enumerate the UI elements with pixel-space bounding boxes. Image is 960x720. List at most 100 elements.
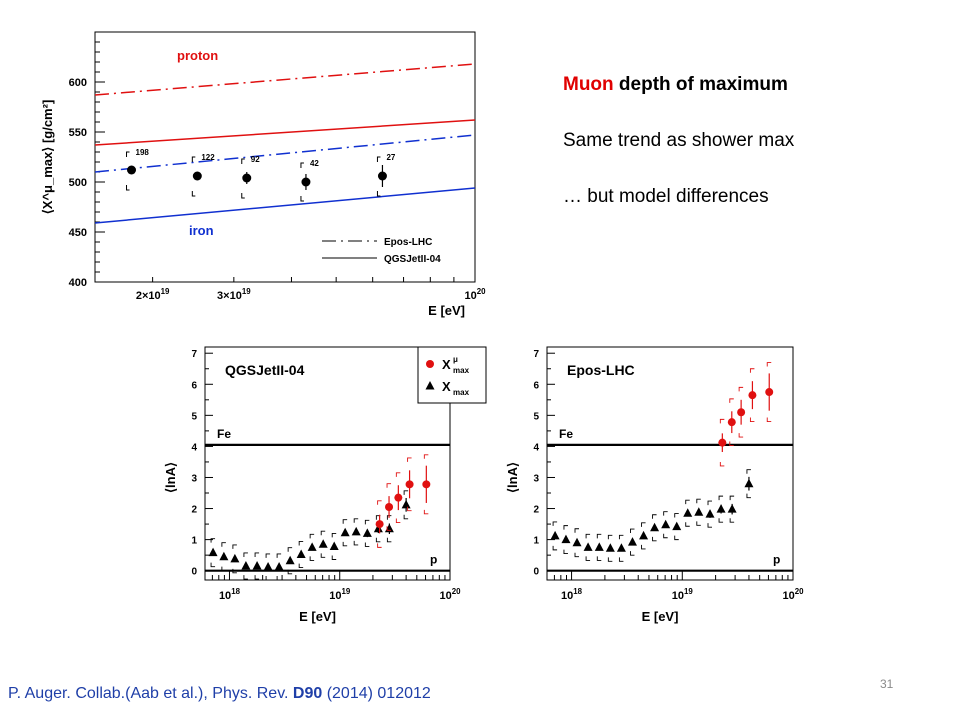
xmax-point: [285, 555, 295, 565]
sys-bracket-top: [265, 553, 271, 558]
sys-bracket-bottom: [386, 537, 392, 543]
sys-bracket-bottom: [749, 417, 755, 423]
sys-bracket-bottom: [265, 576, 271, 581]
xmax-point: [318, 539, 328, 548]
x-tick-label-exponent: 20: [477, 287, 486, 296]
x-tick-label-exponent: 18: [231, 587, 240, 596]
sys-bracket-bottom: [685, 522, 690, 527]
plot-frame: [546, 346, 794, 581]
sys-bracket-top: [191, 156, 196, 162]
y-tick-label: 2: [191, 505, 197, 516]
x-axis-label: E [eV]: [642, 609, 679, 624]
y-tick-label: 7: [191, 349, 197, 360]
xmax-mu-point: [375, 520, 384, 529]
xmax-point: [373, 523, 383, 533]
sys-bracket-bottom: [729, 441, 734, 446]
xmax-point: [340, 527, 350, 537]
y-tick-label: 6: [191, 380, 197, 391]
sys-bracket-top: [729, 398, 734, 403]
sys-bracket-top: [607, 534, 613, 540]
x-tick-label: 1020: [439, 587, 461, 602]
event-count: 122: [201, 153, 215, 162]
sys-bracket-top: [386, 515, 392, 520]
xmax-point: [672, 521, 682, 531]
plot-frame: [94, 31, 476, 283]
x-tick-label-mantissa: 10: [464, 290, 476, 302]
citation-volume: D90: [292, 685, 323, 702]
sys-bracket-bottom: [674, 535, 679, 541]
xmax-point: [583, 542, 593, 551]
y-tick-label: 5: [191, 411, 197, 422]
sys-bracket-top: [403, 490, 409, 495]
sys-bracket-bottom: [395, 518, 401, 523]
sys-bracket-top: [221, 542, 226, 547]
sys-bracket-bottom: [377, 543, 382, 548]
model-line-proton-dash-dot: [94, 63, 476, 96]
sys-bracket-top: [331, 532, 337, 538]
event-count: 92: [251, 155, 260, 164]
x-tick-label-mantissa: 10: [219, 590, 231, 602]
reference-label-p: p: [430, 553, 437, 567]
y-tick-label: 4: [191, 442, 197, 453]
legend-label-base: X: [442, 379, 451, 394]
xmax-mu-point: [718, 438, 727, 447]
event-count: 42: [310, 159, 319, 168]
sys-bracket-top: [563, 525, 568, 530]
proton-label: proton: [177, 48, 218, 63]
sys-bracket-top: [738, 386, 744, 392]
sys-bracket-bottom: [287, 569, 293, 575]
sys-bracket-top: [663, 511, 668, 516]
data-point: [192, 171, 202, 181]
sys-bracket-bottom: [375, 537, 381, 543]
sys-bracket-bottom: [407, 506, 412, 512]
xmax-point: [208, 547, 218, 557]
x-tick-label-exponent: 18: [573, 587, 582, 596]
x-tick-label-exponent: 19: [161, 287, 170, 296]
legend-marker-circle: [426, 360, 434, 368]
citation-prefix: P. Auger. Collab.(Aab et al.), Phys. Rev…: [8, 685, 293, 702]
reference-label-Fe: Fe: [559, 427, 573, 441]
xmax-point: [605, 543, 615, 552]
sys-bracket-bottom: [607, 557, 613, 562]
x-tick-label: 2×1019: [136, 287, 170, 302]
sys-bracket-top: [696, 498, 701, 504]
x-tick-label-mantissa: 2×10: [136, 290, 161, 302]
sys-bracket-bottom: [191, 191, 196, 197]
sys-bracket-top: [718, 495, 724, 501]
iron-label: iron: [189, 223, 214, 238]
xmax-point: [274, 561, 284, 571]
sys-bracket-bottom: [342, 541, 348, 547]
x-tick-label: 1019: [329, 587, 351, 602]
sys-bracket-top: [386, 483, 392, 488]
xmax-point: [650, 522, 660, 532]
sys-bracket-top: [309, 533, 315, 539]
y-tick-label: 6: [533, 380, 539, 391]
sys-bracket-top: [276, 553, 282, 558]
x-tick-label-exponent: 20: [452, 587, 461, 596]
xmax-point: [616, 543, 626, 552]
sys-bracket-top: [210, 538, 216, 543]
xmax-mu-point: [422, 480, 431, 489]
xmax-mu-point: [394, 493, 403, 502]
x-tick-label-mantissa: 10: [672, 590, 684, 602]
x-tick-label-mantissa: 10: [439, 590, 451, 602]
x-tick-label: 1018: [219, 587, 241, 602]
legend-label-base: X: [442, 357, 451, 372]
xmax-mu-point: [737, 408, 746, 417]
sys-bracket-bottom: [618, 557, 624, 562]
bullet-muon-highlight: Muon: [563, 74, 614, 95]
sys-bracket-bottom: [210, 562, 216, 568]
y-tick-label: 0: [191, 567, 197, 578]
x-tick-label-mantissa: 10: [561, 590, 573, 602]
sys-bracket-bottom: [403, 514, 409, 520]
xmax-point: [594, 542, 604, 551]
y-tick-label: 1: [533, 536, 539, 547]
xmax-point: [307, 542, 317, 551]
sys-bracket-top: [126, 151, 130, 157]
sys-bracket-top: [364, 519, 370, 525]
citation-suffix: (2014) 012012: [322, 685, 431, 702]
sys-bracket-top: [243, 552, 248, 557]
